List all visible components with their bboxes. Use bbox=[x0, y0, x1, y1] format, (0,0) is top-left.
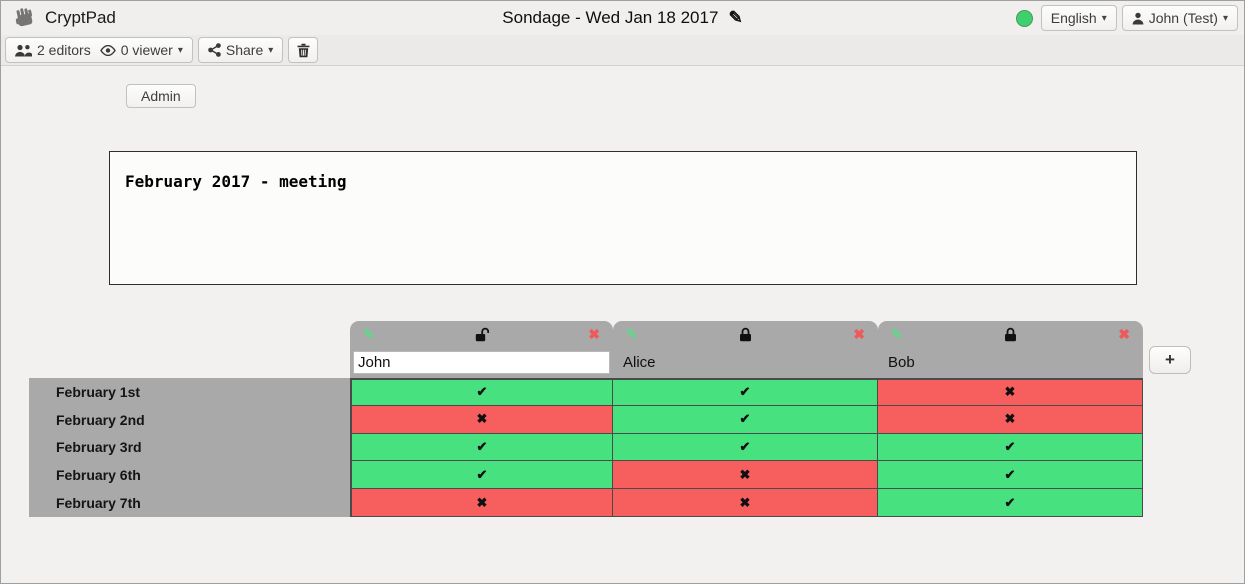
main-content: Admin February 2017 - meeting ✎ ✖ bbox=[1, 66, 1244, 584]
toolbar-left: CryptPad bbox=[1, 5, 116, 31]
edit-column-icon[interactable]: ✎ bbox=[891, 325, 903, 342]
chevron-down-icon: ▾ bbox=[177, 44, 183, 56]
language-dropdown[interactable]: English ▾ bbox=[1040, 5, 1117, 31]
action-toolbar: 2 editors 0 viewer ▾ Share ▾ bbox=[1, 35, 1244, 66]
lock-icon[interactable] bbox=[739, 327, 752, 342]
title-bar: Sondage - Wed Jan 18 2017 ✎ bbox=[1, 1, 1244, 35]
top-toolbar: CryptPad Sondage - Wed Jan 18 2017 ✎ Eng… bbox=[1, 1, 1244, 35]
poll-cell[interactable]: ✔ bbox=[613, 433, 878, 462]
column-name-row: Bob bbox=[878, 347, 1143, 378]
edit-column-icon[interactable]: ✎ bbox=[363, 325, 375, 342]
admin-button[interactable]: Admin bbox=[126, 84, 196, 108]
column-name-label: Alice bbox=[623, 354, 656, 371]
column-name-row bbox=[350, 347, 613, 378]
remove-column-icon[interactable]: ✖ bbox=[588, 325, 600, 342]
share-dropdown[interactable]: Share ▾ bbox=[197, 37, 284, 63]
poll-cell[interactable]: ✖ bbox=[613, 461, 878, 490]
remove-column-icon[interactable]: ✖ bbox=[853, 325, 865, 342]
row-label: February 6th bbox=[29, 461, 350, 490]
edit-title-pencil-icon[interactable]: ✎ bbox=[728, 8, 743, 27]
editors-count-label: 2 editors bbox=[37, 42, 91, 58]
add-column-button[interactable]: + bbox=[1149, 346, 1191, 374]
column-name-label: Bob bbox=[888, 354, 915, 371]
viewers-count-label: 0 viewer bbox=[120, 42, 173, 58]
poll-cell[interactable]: ✔ bbox=[350, 461, 613, 490]
editors-viewers-dropdown[interactable]: 2 editors 0 viewer ▾ bbox=[5, 37, 193, 63]
unlock-icon[interactable] bbox=[475, 327, 489, 342]
chevron-down-icon: ▾ bbox=[1101, 12, 1107, 24]
language-label: English bbox=[1050, 10, 1097, 26]
poll-cell[interactable]: ✔ bbox=[350, 433, 613, 462]
poll-column-header-bob: ✎ ✖ Bob bbox=[878, 321, 1143, 378]
column-controls: ✎ ✖ bbox=[350, 321, 613, 347]
user-icon bbox=[1132, 12, 1144, 25]
cryptpad-fist-logo-icon[interactable] bbox=[11, 5, 37, 31]
column-name-input[interactable] bbox=[353, 351, 610, 374]
poll-cell[interactable]: ✔ bbox=[350, 378, 613, 406]
user-name-label: John (Test) bbox=[1148, 10, 1218, 26]
poll-column-header-john: ✎ ✖ bbox=[350, 321, 613, 378]
connection-status-icon bbox=[1015, 9, 1033, 27]
eye-icon bbox=[99, 44, 116, 56]
row-label: February 2nd bbox=[29, 405, 350, 434]
trash-icon bbox=[297, 43, 310, 58]
toolbar-right: English ▾ John (Test) ▾ bbox=[1015, 5, 1244, 31]
description-textarea[interactable]: February 2017 - meeting bbox=[109, 151, 1137, 285]
poll-cell[interactable]: ✖ bbox=[350, 405, 613, 434]
poll-cell[interactable]: ✔ bbox=[878, 489, 1143, 517]
poll-cell[interactable]: ✖ bbox=[878, 378, 1143, 406]
chevron-down-icon: ▾ bbox=[1222, 12, 1228, 24]
users-icon bbox=[15, 44, 32, 57]
column-controls: ✎ ✖ bbox=[878, 321, 1143, 347]
chevron-down-icon: ▾ bbox=[268, 44, 274, 56]
poll-cell[interactable]: ✖ bbox=[350, 489, 613, 517]
share-icon bbox=[208, 43, 221, 57]
row-label: February 7th bbox=[29, 489, 350, 517]
poll-cell[interactable]: ✖ bbox=[613, 489, 878, 517]
poll-table: ✎ ✖ ✎ bbox=[29, 321, 1199, 521]
poll-cell[interactable]: ✔ bbox=[613, 378, 878, 406]
trash-button[interactable] bbox=[288, 37, 319, 63]
lock-icon[interactable] bbox=[1004, 327, 1017, 342]
poll-cell[interactable]: ✔ bbox=[878, 433, 1143, 462]
row-label: February 1st bbox=[29, 378, 350, 406]
row-label: February 3rd bbox=[29, 433, 350, 462]
poll-cell[interactable]: ✔ bbox=[878, 461, 1143, 490]
poll-grid: February 1st ✔ ✔ ✖ February 2nd ✖ ✔ ✖ Fe… bbox=[29, 378, 1143, 517]
column-name-row: Alice bbox=[613, 347, 878, 378]
remove-column-icon[interactable]: ✖ bbox=[1118, 325, 1130, 342]
app-name: CryptPad bbox=[45, 8, 116, 27]
share-label: Share bbox=[225, 42, 264, 58]
poll-cell[interactable]: ✔ bbox=[613, 405, 878, 434]
column-controls: ✎ ✖ bbox=[613, 321, 878, 347]
document-title[interactable]: Sondage - Wed Jan 18 2017 bbox=[502, 8, 719, 27]
poll-column-headers: ✎ ✖ ✎ bbox=[350, 321, 1143, 378]
edit-column-icon[interactable]: ✎ bbox=[626, 325, 638, 342]
poll-column-header-alice: ✎ ✖ Alice bbox=[613, 321, 878, 378]
user-menu-dropdown[interactable]: John (Test) ▾ bbox=[1121, 5, 1238, 31]
poll-cell[interactable]: ✖ bbox=[878, 405, 1143, 434]
